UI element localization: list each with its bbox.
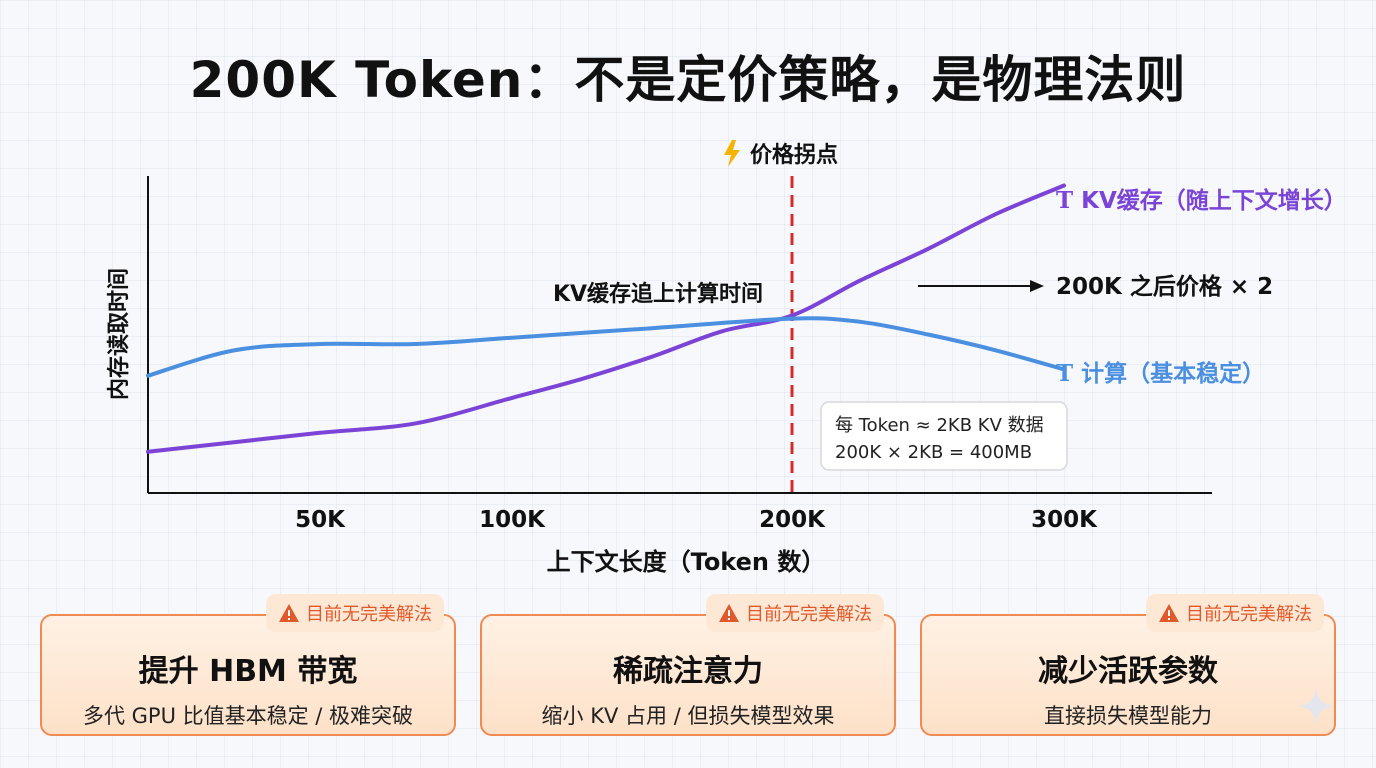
crossover-annotation: KV缓存追上计算时间 bbox=[553, 281, 763, 307]
chart-axes bbox=[147, 176, 1212, 494]
card-title: 提升 HBM 带宽 bbox=[138, 654, 358, 689]
series-label: T KV缓存（随上下文增长） bbox=[1056, 187, 1347, 214]
note-line-2: 200K × 2KB = 400MB bbox=[835, 442, 1032, 463]
card-subtitle: 多代 GPU 比值基本稳定 / 极难突破 bbox=[82, 704, 414, 728]
y-axis-label: 内存读取时间 bbox=[106, 268, 132, 400]
x-axis-label: 上下文长度（Token 数） bbox=[547, 548, 826, 576]
x-tick-label: 100K bbox=[479, 507, 546, 533]
x-tick-label: 300K bbox=[1031, 507, 1098, 533]
warning-icon bbox=[718, 603, 740, 623]
note-line-1: 每 Token ≈ 2KB KV 数据 bbox=[835, 415, 1044, 436]
card-subtitle: 缩小 KV 占用 / 但损失模型效果 bbox=[541, 704, 835, 728]
line-chart: 50K 100K 200K 300K 上下文长度（Token 数） 内存读取时间 价格… bbox=[106, 140, 1347, 576]
card-subtitle: 直接损失模型能力 bbox=[1044, 704, 1212, 728]
x-tick-label: 50K bbox=[295, 507, 346, 533]
threshold-label: 价格拐点 bbox=[750, 142, 838, 168]
lightning-icon bbox=[724, 140, 740, 167]
solution-card-sparse-attention: 目前无完美解法 稀疏注意力 缩小 KV 占用 / 但损失模型效果 bbox=[480, 594, 896, 736]
x-tick-label: 200K bbox=[759, 507, 826, 533]
card-title: 稀疏注意力 bbox=[613, 654, 763, 689]
series-marker: T bbox=[1056, 360, 1081, 387]
warning-badge: 目前无完美解法 bbox=[1146, 594, 1324, 632]
warning-badge-text: 目前无完美解法 bbox=[746, 604, 872, 625]
warning-icon bbox=[1158, 603, 1180, 623]
price-annotation-text: 200K 之后价格 × 2 bbox=[1056, 273, 1273, 300]
series-lines: T KV缓存（随上下文增长）T 计算（基本稳定） bbox=[146, 183, 1347, 454]
warning-badge: 目前无完美解法 bbox=[266, 594, 444, 632]
x-tick-labels: 50K 100K 200K 300K bbox=[295, 507, 1098, 533]
data-note-box: 每 Token ≈ 2KB KV 数据 200K × 2KB = 400MB bbox=[820, 401, 1068, 471]
warning-badge-text: 目前无完美解法 bbox=[306, 604, 432, 625]
series-name: 计算（基本稳定） bbox=[1081, 360, 1265, 387]
series-label: T 计算（基本稳定） bbox=[1056, 360, 1265, 387]
page-title: 200K Token：不是定价策略，是物理法则 bbox=[189, 51, 1187, 109]
price-threshold: 价格拐点 bbox=[724, 140, 838, 493]
warning-badge: 目前无完美解法 bbox=[706, 594, 884, 632]
warning-icon bbox=[278, 603, 300, 623]
series-line-compute bbox=[146, 316, 1066, 378]
series-name: KV缓存（随上下文增长） bbox=[1081, 187, 1347, 214]
series-marker: T bbox=[1056, 187, 1081, 214]
solution-card-active-params: 目前无完美解法 减少活跃参数 直接损失模型能力 bbox=[920, 594, 1336, 736]
series-line-kv-cache bbox=[146, 183, 1066, 454]
card-title: 减少活跃参数 bbox=[1038, 654, 1218, 689]
warning-badge-text: 目前无完美解法 bbox=[1186, 604, 1312, 625]
solution-card-hbm: 目前无完美解法 提升 HBM 带宽 多代 GPU 比值基本稳定 / 极难突破 bbox=[40, 594, 456, 736]
sparkle-icon bbox=[1298, 688, 1334, 724]
price-annotation: 200K 之后价格 × 2 bbox=[918, 273, 1273, 300]
